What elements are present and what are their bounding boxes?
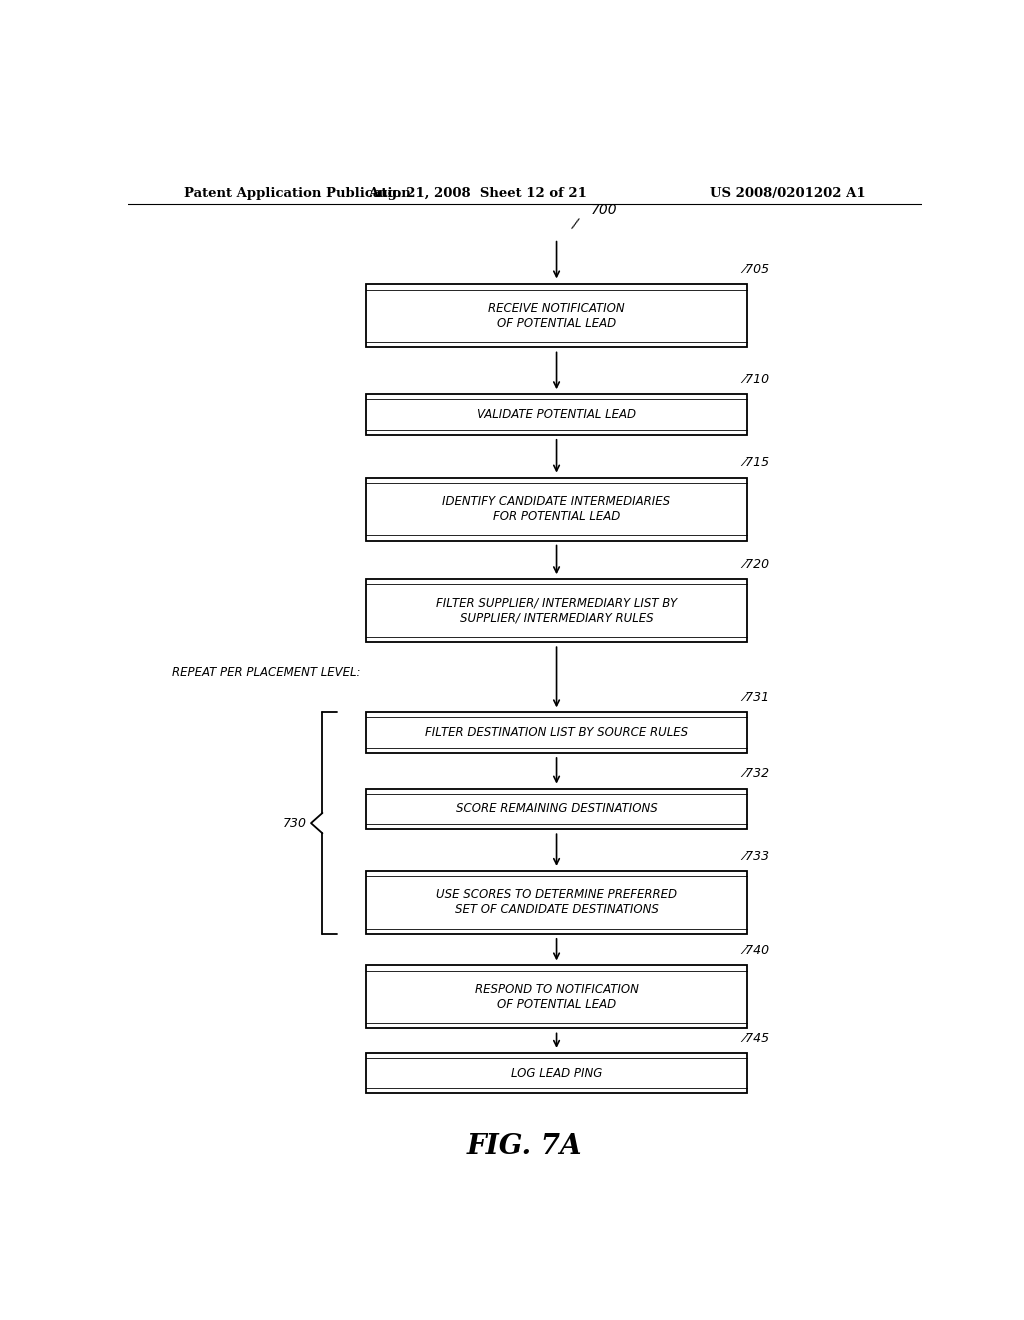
Text: LOG LEAD PING: LOG LEAD PING	[511, 1067, 602, 1080]
Text: FIG. 7A: FIG. 7A	[467, 1133, 583, 1160]
Text: Aug. 21, 2008  Sheet 12 of 21: Aug. 21, 2008 Sheet 12 of 21	[368, 187, 587, 201]
Bar	[367, 395, 748, 434]
Bar	[367, 1053, 748, 1093]
Text: IDENTIFY CANDIDATE INTERMEDIARIES
FOR POTENTIAL LEAD: IDENTIFY CANDIDATE INTERMEDIARIES FOR PO…	[442, 495, 671, 523]
Text: ⁄731: ⁄731	[743, 692, 769, 704]
Text: USE SCORES TO DETERMINE PREFERRED
SET OF CANDIDATE DESTINATIONS: USE SCORES TO DETERMINE PREFERRED SET OF…	[436, 888, 677, 916]
Text: Patent Application Publication: Patent Application Publication	[183, 187, 411, 201]
Text: /: /	[570, 216, 578, 231]
Text: ⁄715: ⁄715	[743, 457, 769, 470]
Text: FILTER DESTINATION LIST BY SOURCE RULES: FILTER DESTINATION LIST BY SOURCE RULES	[425, 726, 688, 739]
Text: REPEAT PER PLACEMENT LEVEL:: REPEAT PER PLACEMENT LEVEL:	[172, 665, 360, 678]
Text: RESPOND TO NOTIFICATION
OF POTENTIAL LEAD: RESPOND TO NOTIFICATION OF POTENTIAL LEA…	[474, 983, 639, 1011]
Text: ⁄720: ⁄720	[743, 558, 769, 572]
Bar	[367, 965, 748, 1028]
Bar	[367, 871, 748, 935]
Bar	[367, 284, 748, 347]
Text: 700: 700	[591, 203, 617, 218]
Text: ⁄740: ⁄740	[743, 944, 769, 957]
Text: US 2008/0201202 A1: US 2008/0201202 A1	[711, 187, 866, 201]
Bar	[367, 579, 748, 643]
Bar	[367, 478, 748, 541]
Text: RECEIVE NOTIFICATION
OF POTENTIAL LEAD: RECEIVE NOTIFICATION OF POTENTIAL LEAD	[488, 302, 625, 330]
Text: ⁄705: ⁄705	[743, 263, 769, 276]
Bar	[367, 788, 748, 829]
Bar	[367, 713, 748, 752]
Text: ⁄732: ⁄732	[743, 767, 769, 780]
Text: SCORE REMAINING DESTINATIONS: SCORE REMAINING DESTINATIONS	[456, 803, 657, 816]
Text: 730: 730	[283, 817, 307, 830]
Text: ⁄745: ⁄745	[743, 1032, 769, 1044]
Text: VALIDATE POTENTIAL LEAD: VALIDATE POTENTIAL LEAD	[477, 408, 636, 421]
Text: ⁄710: ⁄710	[743, 374, 769, 385]
Text: FILTER SUPPLIER/ INTERMEDIARY LIST BY
SUPPLIER/ INTERMEDIARY RULES: FILTER SUPPLIER/ INTERMEDIARY LIST BY SU…	[436, 597, 677, 624]
Text: ⁄733: ⁄733	[743, 850, 769, 863]
